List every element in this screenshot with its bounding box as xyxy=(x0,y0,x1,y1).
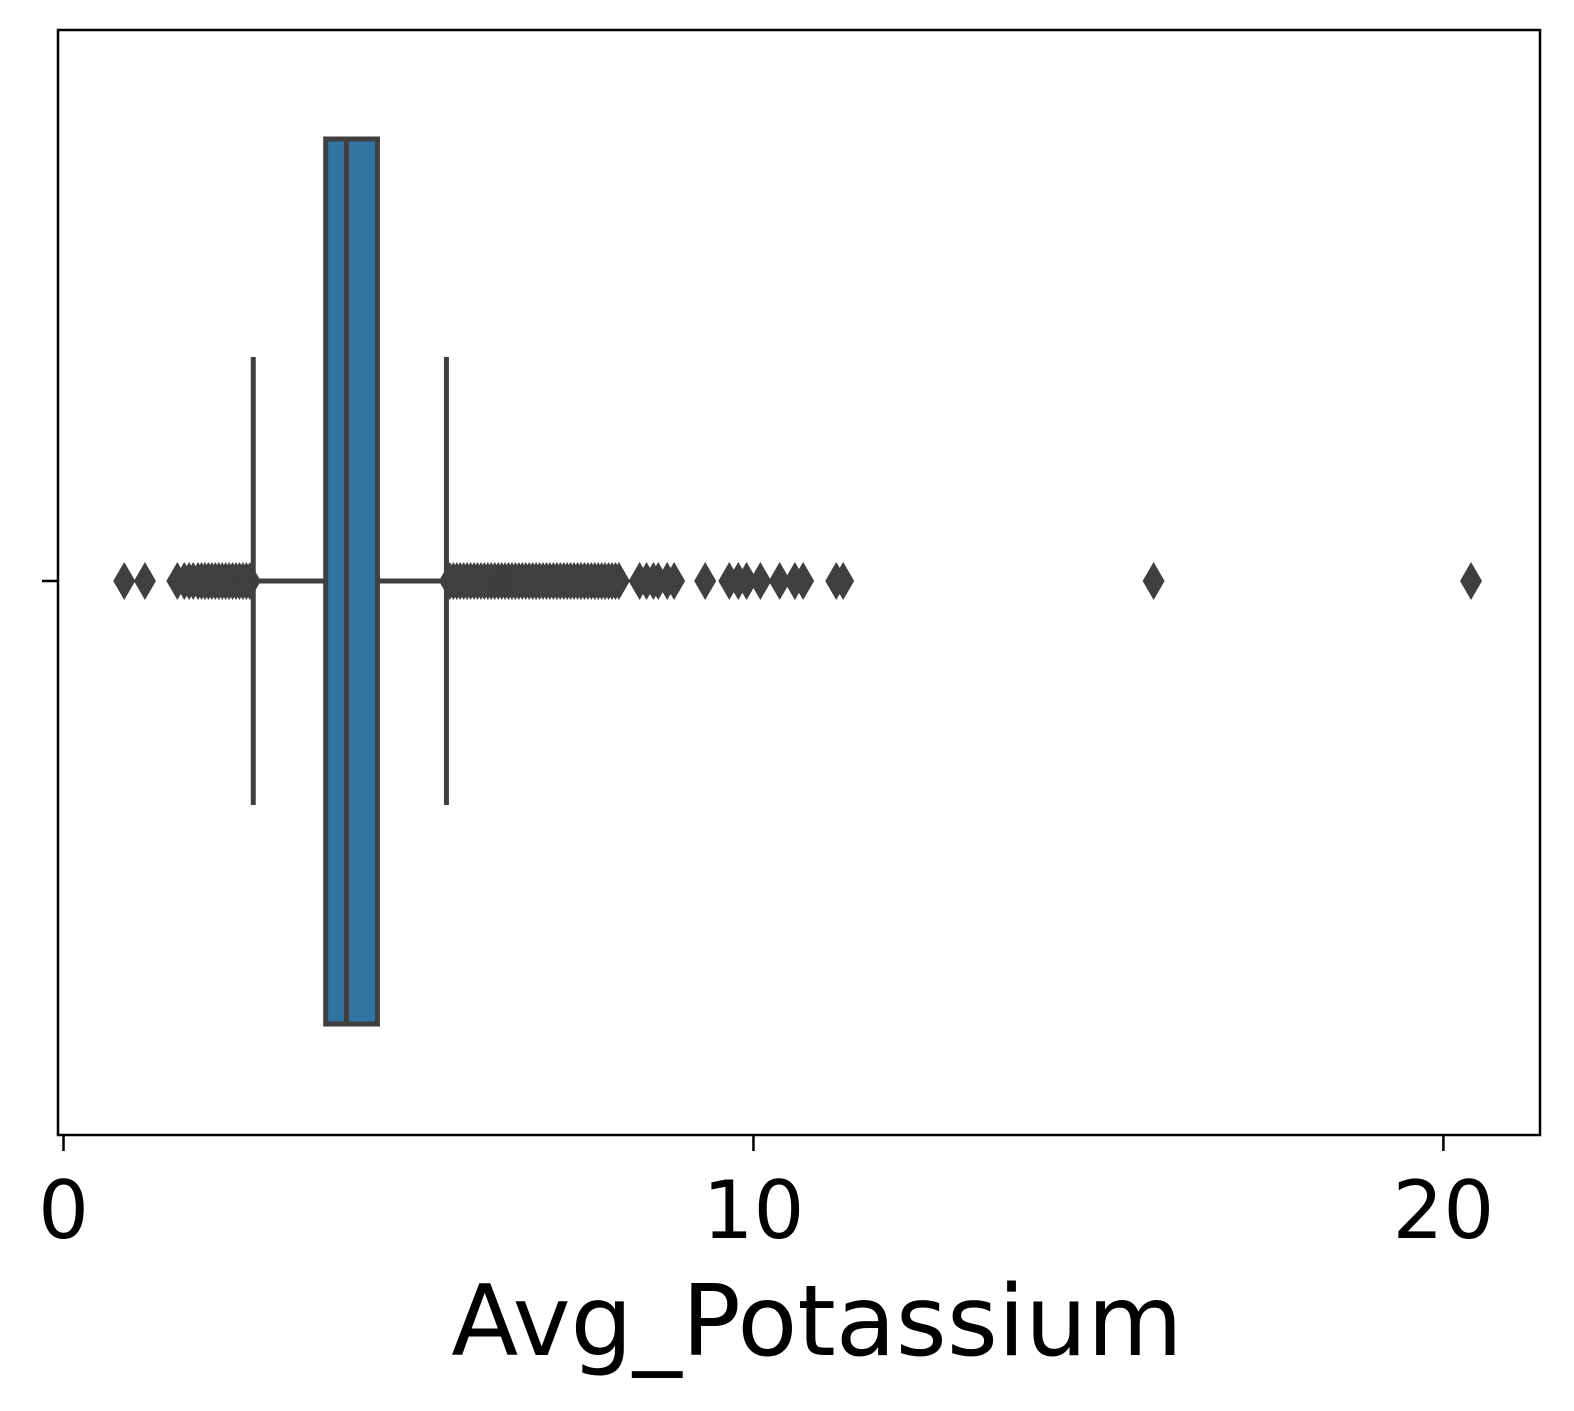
x-axis-ticks: 0 10 20 xyxy=(38,1135,1494,1257)
outlier-point xyxy=(133,562,156,600)
outlier-point xyxy=(663,562,686,600)
plot-frame xyxy=(56,28,1542,1137)
interquartile-box xyxy=(323,136,380,1027)
outlier-point xyxy=(792,562,815,600)
outlier-point xyxy=(749,562,772,600)
outlier-point xyxy=(1142,562,1165,600)
x-tick-label: 20 xyxy=(1393,1164,1495,1257)
outlier-point xyxy=(768,562,791,600)
outlier-point xyxy=(1460,562,1483,600)
outlier-point xyxy=(832,562,855,600)
outlier-point xyxy=(607,562,630,600)
x-axis-label: Avg_Potassium xyxy=(451,1265,1182,1379)
x-tick-label: 0 xyxy=(38,1164,89,1257)
outlier-markers xyxy=(113,562,1483,600)
outlier-point xyxy=(735,562,758,600)
x-tick-label: 10 xyxy=(703,1164,805,1257)
outlier-point xyxy=(694,562,717,600)
outlier-point xyxy=(113,562,136,600)
